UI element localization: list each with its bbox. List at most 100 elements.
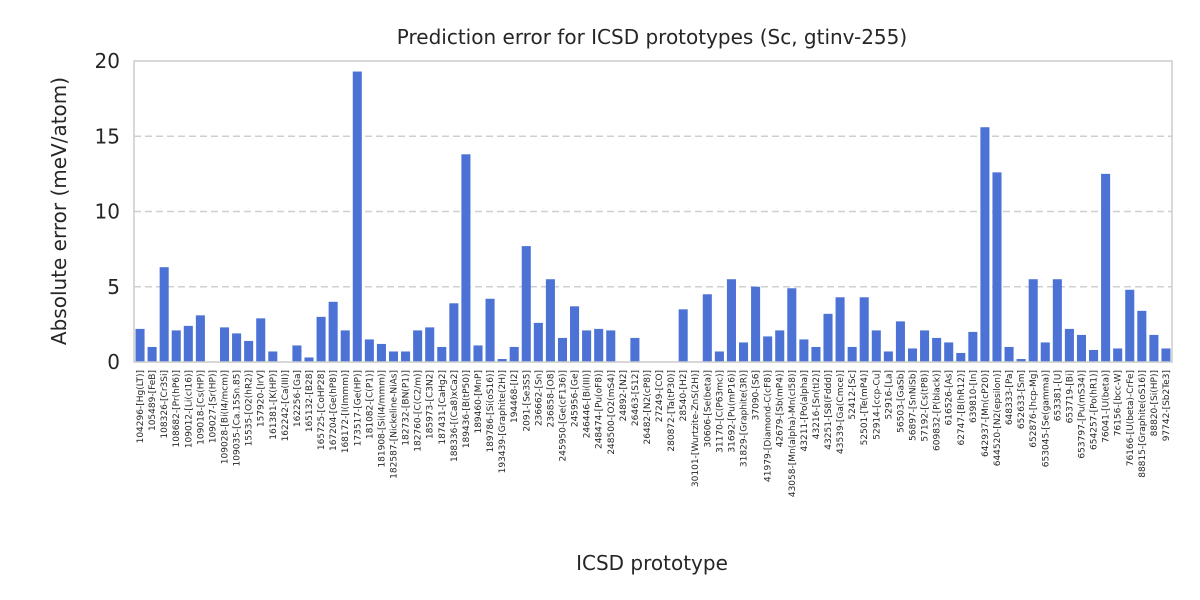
bar [1101, 173, 1111, 362]
bar [533, 322, 543, 362]
x-tick-label: 52501-[Te(mP4)] [860, 370, 870, 445]
x-tick-label: 109027-[Sr(HP)] [208, 370, 218, 443]
bar [304, 357, 314, 362]
bar [376, 343, 386, 362]
x-tick-label: 187431-[CaHg2] [438, 370, 448, 445]
bar [1113, 348, 1123, 362]
x-tick-label: 167204-[Ge(hP8)] [329, 370, 339, 451]
bar [388, 351, 399, 362]
bar [316, 316, 326, 362]
bar [268, 351, 278, 362]
x-tick-label: 652633-[Sm] [1017, 370, 1027, 429]
bar [183, 325, 193, 362]
bar [437, 346, 447, 362]
bar [256, 318, 266, 362]
x-tick-label: 76041-[U(beta)] [1102, 370, 1112, 443]
x-tick-label: 161381-[K(HP)] [269, 370, 279, 440]
y-tick-label: 5 [107, 275, 120, 299]
x-tick-label: 653381-[U] [1053, 370, 1063, 421]
bar [907, 348, 918, 362]
y-tick-label: 0 [107, 350, 120, 374]
x-tick-label: 41979-[Diamond-C(cF8)] [764, 370, 774, 482]
bar [292, 345, 302, 362]
bar [847, 346, 857, 362]
bar [968, 331, 978, 362]
bar [425, 327, 435, 362]
x-tick-label: 109018-[Cs(HP)] [196, 370, 206, 445]
bar [714, 351, 724, 362]
x-tick-label: 43539-[Ga(Cmce)] [836, 370, 846, 454]
x-tick-label: 193439-[Graphite(2H)] [498, 370, 508, 473]
x-tick-label: 76166-[U(beta)-CrFe] [1126, 370, 1136, 466]
bar [570, 306, 580, 362]
bar [871, 330, 881, 362]
x-tick-label: 245956-[Ge] [571, 370, 581, 427]
bar [557, 337, 568, 362]
x-tick-label: 42679-[Sb(mP4)] [776, 370, 786, 447]
x-tick-label: 109028-[Bi(I4/mcm)] [221, 370, 231, 464]
bar [340, 330, 350, 362]
bar [1040, 342, 1050, 362]
x-tick-label: 43251-[S8(Fddd)] [824, 370, 834, 450]
plot-frame [133, 60, 1173, 363]
x-tick-label: 109035-[Ca.15Sn.85] [233, 370, 243, 466]
bar [1016, 358, 1026, 362]
bar [726, 279, 736, 362]
bar [787, 288, 797, 362]
y-tick-label: 20 [95, 49, 120, 73]
bar [1125, 289, 1135, 362]
bars [135, 71, 1171, 362]
x-tick-label: 165132-[B28] [305, 370, 315, 432]
x-tick-label: 24892-[N2] [619, 370, 629, 421]
bar [823, 313, 833, 362]
bar [775, 330, 785, 362]
bar [835, 297, 845, 362]
bar [461, 154, 471, 362]
x-tick-label: 189460-[MnP] [474, 370, 484, 434]
x-tick-label: 168172-[I(Immm)] [341, 370, 351, 453]
x-tick-label: 182732-[BN(P1)] [402, 370, 412, 446]
x-tick-label: 653797-[Pu(mS34)] [1077, 370, 1087, 459]
bar [738, 342, 749, 362]
bar [980, 127, 990, 362]
x-axis-label: ICSD prototype [576, 551, 728, 575]
bar [1052, 279, 1062, 362]
x-tick-label: 165725-[CoHP28] [317, 370, 327, 450]
bar [582, 330, 592, 362]
bar [244, 340, 254, 362]
x-tick-label: 56897-[SnNiSb] [909, 370, 919, 441]
x-tick-label: 52914-[ccp-Cu] [872, 370, 882, 440]
x-tick-label: 246446-[Bi(III)] [583, 370, 593, 438]
bar [497, 358, 507, 362]
x-tick-label: 189786-[Si(oS16)] [486, 370, 496, 453]
x-tick-label: 104296-[Hg(LT)] [136, 370, 146, 443]
bar [799, 339, 809, 362]
bar [992, 172, 1002, 362]
x-tick-label: 26463-[S12] [631, 370, 641, 426]
x-tick-label: 2091-[Se3S5] [522, 370, 532, 432]
x-tick-label: 642937-[Mn(cP20)] [981, 370, 991, 457]
x-tick-label: 15535-[O2(hR2)] [245, 370, 255, 446]
bar [159, 267, 169, 362]
x-tick-label: 189436-[B(tP50)] [462, 370, 472, 448]
bar [1004, 346, 1014, 362]
x-tick-label: 97742-[Sb2Te3] [1162, 370, 1172, 441]
x-tick-label: 236858-[O8] [546, 370, 556, 427]
x-tick-label: 157920-[IrV] [257, 370, 267, 427]
x-tick-label: 109012-[Li(cI16)] [184, 370, 194, 448]
x-tick-label: 182760-[C(C2/m)] [414, 370, 424, 452]
bar [135, 328, 145, 362]
bar [606, 330, 616, 362]
x-tick-label: 162256-[Ga] [293, 370, 303, 427]
x-tick-label: 639810-[In] [969, 370, 979, 423]
x-tick-label: 88815-[Graphite(oS16)] [1138, 370, 1148, 478]
x-tick-label: 43058-[Mn(alpha)-Mn(cI58)] [788, 370, 798, 497]
bar [232, 333, 242, 362]
bar [1149, 334, 1159, 362]
x-axis-ticks: 104296-[Hg(LT)] 105489-[FeB] 108326-[Cr3Si… [136, 370, 1172, 497]
x-tick-label: 236662-[Sn] [534, 370, 544, 426]
x-tick-label: 43211-[Po(alpha)] [800, 370, 810, 451]
bar [1064, 328, 1074, 362]
x-tick-label: 30606-[Se(beta)] [703, 370, 713, 447]
